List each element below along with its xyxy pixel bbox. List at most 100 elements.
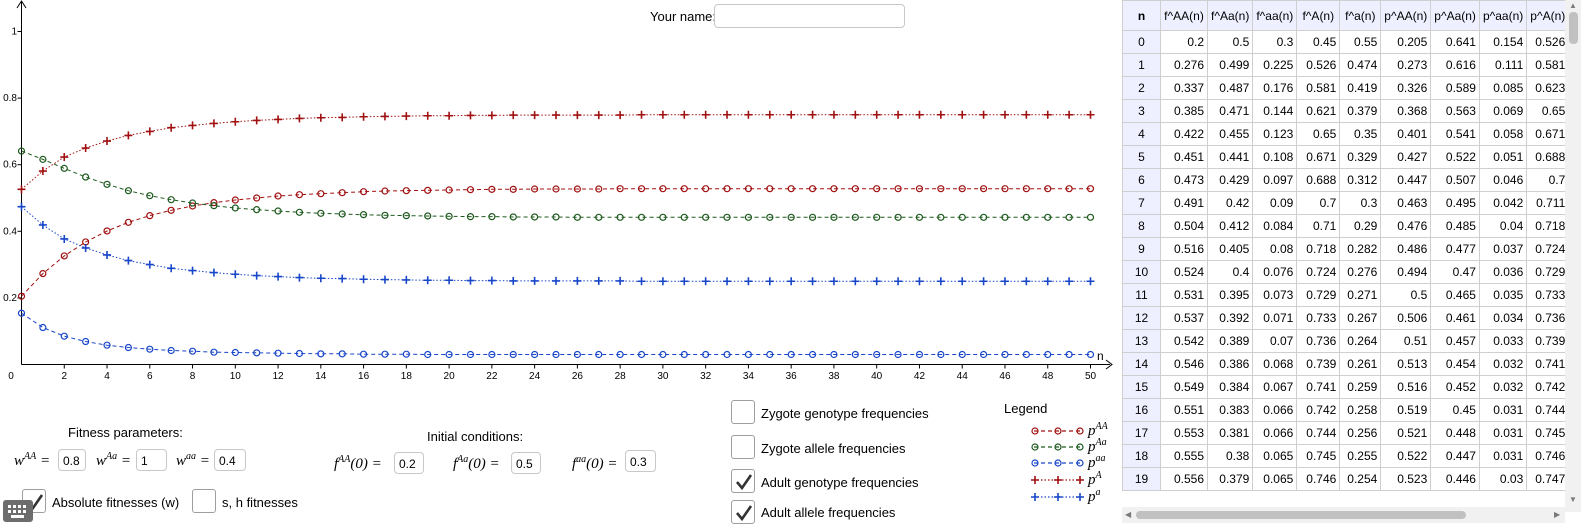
row-header[interactable]: 1 bbox=[1122, 53, 1161, 77]
table-cell[interactable]: 0.524 bbox=[1160, 260, 1208, 284]
table-cell[interactable]: 0.429 bbox=[1206, 168, 1254, 192]
table-cell[interactable]: 0.066 bbox=[1252, 398, 1298, 422]
table-cell[interactable]: 0.55 bbox=[1339, 30, 1382, 54]
table-cell[interactable]: 0.3 bbox=[1252, 30, 1298, 54]
column-header[interactable]: p^aa(n) bbox=[1478, 0, 1528, 31]
table-cell[interactable]: 0.04 bbox=[1478, 214, 1528, 238]
row-header[interactable]: 8 bbox=[1122, 214, 1161, 238]
table-cell[interactable]: 0.507 bbox=[1430, 168, 1480, 192]
table-cell[interactable]: 0.3 bbox=[1339, 191, 1382, 215]
table-cell[interactable]: 0.058 bbox=[1478, 122, 1528, 146]
row-header[interactable]: 10 bbox=[1122, 260, 1161, 284]
table-cell[interactable]: 0.368 bbox=[1380, 99, 1432, 123]
row-header[interactable]: 6 bbox=[1122, 168, 1161, 192]
table-cell[interactable]: 0.641 bbox=[1430, 30, 1480, 54]
table-cell[interactable]: 0.736 bbox=[1526, 306, 1570, 330]
table-cell[interactable]: 0.447 bbox=[1380, 168, 1432, 192]
row-header[interactable]: 16 bbox=[1122, 398, 1161, 422]
table-cell[interactable]: 0.276 bbox=[1339, 260, 1382, 284]
horizontal-scrollbar[interactable]: ◀ ▶ bbox=[1122, 507, 1565, 523]
table-cell[interactable]: 0.746 bbox=[1526, 444, 1570, 468]
table-cell[interactable]: 0.51 bbox=[1380, 329, 1432, 353]
table-cell[interactable]: 0.154 bbox=[1478, 30, 1528, 54]
table-cell[interactable]: 0.326 bbox=[1380, 76, 1432, 100]
row-header[interactable]: 7 bbox=[1122, 191, 1161, 215]
w-Aa-input[interactable]: 1 bbox=[136, 449, 167, 471]
table-cell[interactable]: 0.264 bbox=[1339, 329, 1382, 353]
table-cell[interactable]: 0.447 bbox=[1430, 444, 1480, 468]
table-cell[interactable]: 0.379 bbox=[1339, 99, 1382, 123]
table-cell[interactable]: 0.746 bbox=[1296, 467, 1341, 491]
table-cell[interactable]: 0.623 bbox=[1526, 76, 1570, 100]
table-cell[interactable]: 0.031 bbox=[1478, 398, 1528, 422]
row-header[interactable]: 19 bbox=[1122, 467, 1161, 491]
table-cell[interactable]: 0.551 bbox=[1160, 398, 1208, 422]
table-cell[interactable]: 0.385 bbox=[1160, 99, 1208, 123]
table-cell[interactable]: 0.549 bbox=[1160, 375, 1208, 399]
table-cell[interactable]: 0.225 bbox=[1252, 53, 1298, 77]
table-cell[interactable]: 0.085 bbox=[1478, 76, 1528, 100]
table-cell[interactable]: 0.09 bbox=[1252, 191, 1298, 215]
table-cell[interactable]: 0.523 bbox=[1380, 467, 1432, 491]
table-cell[interactable]: 0.555 bbox=[1160, 444, 1208, 468]
table-cell[interactable]: 0.084 bbox=[1252, 214, 1298, 238]
table-cell[interactable]: 0.531 bbox=[1160, 283, 1208, 307]
table-cell[interactable]: 0.581 bbox=[1526, 53, 1570, 77]
table-cell[interactable]: 0.553 bbox=[1160, 421, 1208, 445]
table-cell[interactable]: 0.422 bbox=[1160, 122, 1208, 146]
table-cell[interactable]: 0.441 bbox=[1206, 145, 1254, 169]
table-cell[interactable]: 0.7 bbox=[1526, 168, 1570, 192]
table-cell[interactable]: 0.491 bbox=[1160, 191, 1208, 215]
table-cell[interactable]: 0.741 bbox=[1526, 352, 1570, 376]
table-cell[interactable]: 0.745 bbox=[1296, 444, 1341, 468]
w-AA-input[interactable]: 0.8 bbox=[58, 449, 86, 471]
table-cell[interactable]: 0.671 bbox=[1526, 122, 1570, 146]
table-cell[interactable]: 0.031 bbox=[1478, 444, 1528, 468]
table-cell[interactable]: 0.066 bbox=[1252, 421, 1298, 445]
table-cell[interactable]: 0.446 bbox=[1430, 467, 1480, 491]
table-cell[interactable]: 0.5 bbox=[1380, 283, 1432, 307]
table-cell[interactable]: 0.487 bbox=[1206, 76, 1254, 100]
row-header[interactable]: 0 bbox=[1122, 30, 1161, 54]
table-cell[interactable]: 0.337 bbox=[1160, 76, 1208, 100]
f-Aa-input[interactable]: 0.5 bbox=[511, 452, 541, 474]
table-cell[interactable]: 0.08 bbox=[1252, 237, 1298, 261]
sh-fitness-checkbox[interactable] bbox=[192, 489, 216, 513]
table-cell[interactable]: 0.379 bbox=[1206, 467, 1254, 491]
table-cell[interactable]: 0.473 bbox=[1160, 168, 1208, 192]
scroll-right-icon[interactable]: ▶ bbox=[1554, 510, 1561, 519]
table-cell[interactable]: 0.519 bbox=[1380, 398, 1432, 422]
column-header[interactable]: f^a(n) bbox=[1339, 0, 1382, 31]
table-cell[interactable]: 0.071 bbox=[1252, 306, 1298, 330]
row-header[interactable]: 14 bbox=[1122, 352, 1161, 376]
table-cell[interactable]: 0.395 bbox=[1206, 283, 1254, 307]
zygote-genotype-checkbox[interactable] bbox=[731, 400, 755, 424]
table-cell[interactable]: 0.463 bbox=[1380, 191, 1432, 215]
table-cell[interactable]: 0.2 bbox=[1160, 30, 1208, 54]
table-cell[interactable]: 0.526 bbox=[1296, 53, 1341, 77]
table-cell[interactable]: 0.711 bbox=[1526, 191, 1570, 215]
table-cell[interactable]: 0.4 bbox=[1206, 260, 1254, 284]
table-cell[interactable]: 0.07 bbox=[1252, 329, 1298, 353]
table-cell[interactable]: 0.516 bbox=[1160, 237, 1208, 261]
table-cell[interactable]: 0.451 bbox=[1160, 145, 1208, 169]
table-cell[interactable]: 0.485 bbox=[1430, 214, 1480, 238]
table-cell[interactable]: 0.329 bbox=[1339, 145, 1382, 169]
row-header[interactable]: 5 bbox=[1122, 145, 1161, 169]
table-cell[interactable]: 0.067 bbox=[1252, 375, 1298, 399]
table-cell[interactable]: 0.733 bbox=[1296, 306, 1341, 330]
table-cell[interactable]: 0.739 bbox=[1526, 329, 1570, 353]
row-header[interactable]: 13 bbox=[1122, 329, 1161, 353]
table-cell[interactable]: 0.033 bbox=[1478, 329, 1528, 353]
table-cell[interactable]: 0.65 bbox=[1296, 122, 1341, 146]
table-cell[interactable]: 0.581 bbox=[1296, 76, 1341, 100]
table-cell[interactable]: 0.123 bbox=[1252, 122, 1298, 146]
name-input[interactable] bbox=[714, 4, 905, 28]
table-cell[interactable]: 0.516 bbox=[1380, 375, 1432, 399]
table-cell[interactable]: 0.495 bbox=[1430, 191, 1480, 215]
table-cell[interactable]: 0.389 bbox=[1206, 329, 1254, 353]
table-cell[interactable]: 0.504 bbox=[1160, 214, 1208, 238]
table-cell[interactable]: 0.312 bbox=[1339, 168, 1382, 192]
table-cell[interactable]: 0.537 bbox=[1160, 306, 1208, 330]
column-header[interactable]: p^A(n) bbox=[1526, 0, 1570, 31]
